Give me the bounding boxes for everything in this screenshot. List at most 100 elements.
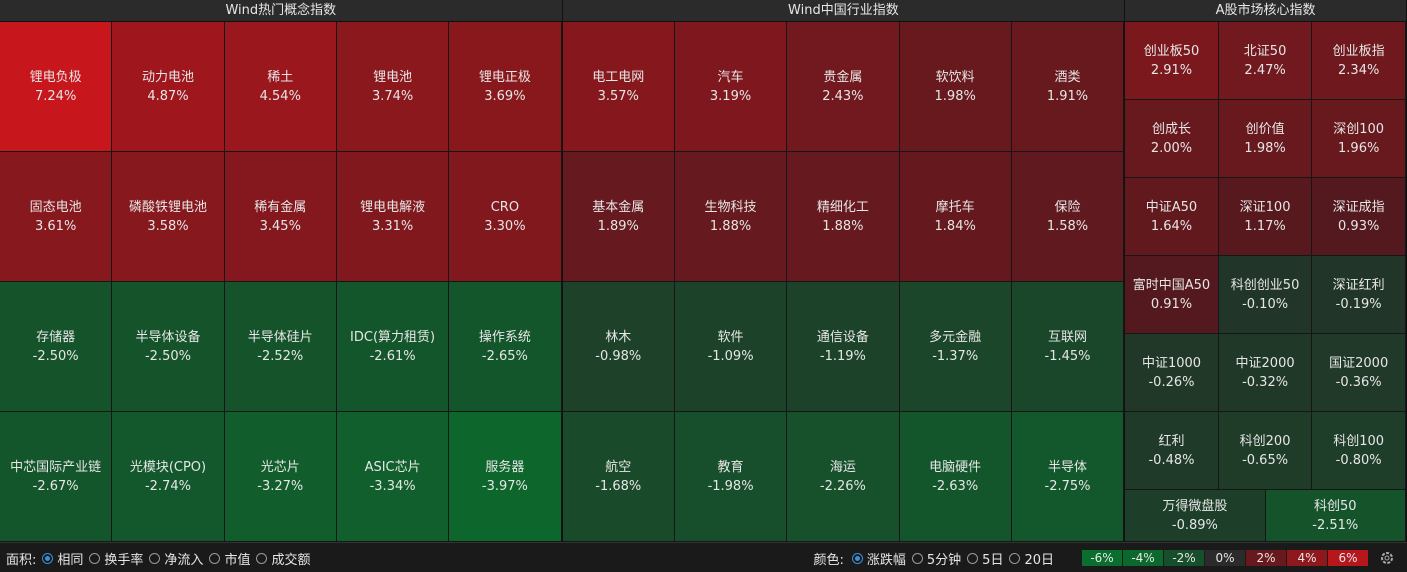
area-option[interactable]: 市值 — [209, 549, 250, 568]
heat-cell[interactable]: 稀土 4.54% — [224, 22, 337, 152]
heat-cell[interactable]: 半导体硅片 -2.52% — [224, 282, 337, 412]
heat-cell[interactable]: 半导体 -2.75% — [1011, 412, 1125, 542]
heat-cell[interactable]: 深证100 1.17% — [1218, 178, 1313, 256]
heat-cell[interactable]: 电脑硬件 -2.63% — [899, 412, 1012, 542]
cell-change: 3.31% — [371, 218, 414, 234]
heat-cell[interactable]: 科创200 -0.65% — [1218, 412, 1313, 490]
heat-cell[interactable]: 贵金属 2.43% — [787, 22, 900, 152]
heat-cell[interactable]: 软件 -1.09% — [674, 282, 788, 412]
heat-cell[interactable]: 锂电正极 3.69% — [449, 22, 562, 152]
heat-cell[interactable]: 中证1000 -0.26% — [1125, 334, 1219, 412]
area-option[interactable]: 相同 — [42, 549, 83, 568]
cell-name: 深证100 — [1239, 199, 1291, 215]
cell-name: 锂电电解液 — [360, 199, 426, 215]
heat-cell[interactable]: 电工电网 3.57% — [562, 22, 675, 152]
radio-button[interactable] — [149, 552, 161, 564]
heat-cell[interactable]: 动力电池 4.87% — [112, 22, 225, 152]
heat-cell[interactable]: 磷酸铁锂电池 3.58% — [112, 152, 225, 282]
cell-change: 3.69% — [484, 88, 526, 104]
cell-name: 万得微盘股 — [1162, 498, 1228, 514]
heat-cell[interactable]: 深证成指 0.93% — [1312, 178, 1406, 256]
area-option[interactable]: 净流入 — [149, 549, 203, 568]
heat-cell[interactable]: 红利 -0.48% — [1125, 412, 1219, 490]
cell-change: -1.98% — [707, 478, 754, 494]
color-option[interactable]: 5日 — [967, 549, 1003, 568]
cell-name: 航空 — [605, 459, 632, 475]
heat-cell[interactable]: 通信设备 -1.19% — [787, 282, 900, 412]
color-option[interactable]: 5分钟 — [911, 549, 961, 568]
heat-cell[interactable]: CRO 3.30% — [449, 152, 562, 282]
cell-change: 1.98% — [1244, 140, 1286, 156]
heat-cell[interactable]: 海运 -2.26% — [787, 412, 900, 542]
heat-cell[interactable]: 航空 -1.68% — [562, 412, 675, 542]
color-option[interactable]: 涨跌幅 — [851, 549, 906, 568]
color-option[interactable]: 20日 — [1009, 549, 1054, 568]
cell-row: 基本金属 1.89% 生物科技 1.88% 精细化工 1.88% 摩托车 1.84% 保险 1.5… — [562, 152, 1125, 282]
heat-cell[interactable]: 多元金融 -1.37% — [899, 282, 1012, 412]
heat-cell[interactable]: 锂电电解液 3.31% — [336, 152, 450, 282]
heat-cell[interactable]: 锂电池 3.74% — [336, 22, 450, 152]
heat-cell[interactable]: 基本金属 1.89% — [562, 152, 675, 282]
heat-cell[interactable]: 稀有金属 3.45% — [224, 152, 337, 282]
heat-cell[interactable]: 创成长 2.00% — [1125, 100, 1219, 178]
heat-cell[interactable]: 林木 -0.98% — [562, 282, 675, 412]
heat-cell[interactable]: 教育 -1.98% — [674, 412, 788, 542]
heat-cell[interactable]: 国证2000 -0.36% — [1312, 334, 1406, 412]
cell-change: -2.51% — [1312, 517, 1359, 533]
heat-cell[interactable]: 光芯片 -3.27% — [224, 412, 337, 542]
radio-button[interactable] — [209, 552, 221, 564]
area-option[interactable]: 成交额 — [256, 549, 310, 568]
cell-name: 海运 — [829, 459, 856, 475]
heat-cell[interactable]: 汽车 3.19% — [674, 22, 788, 152]
cell-name: 通信设备 — [816, 329, 869, 345]
cell-name: 保险 — [1054, 199, 1081, 215]
heat-cell[interactable]: 精细化工 1.88% — [787, 152, 900, 282]
radio-button[interactable] — [42, 552, 54, 564]
heat-cell[interactable]: 科创创业50 -0.10% — [1218, 256, 1313, 334]
heat-cell[interactable]: 摩托车 1.84% — [899, 152, 1012, 282]
area-option[interactable]: 换手率 — [89, 549, 143, 568]
heat-cell[interactable]: 酒类 1.91% — [1011, 22, 1125, 152]
radio-button[interactable] — [967, 552, 979, 564]
heat-cell[interactable]: IDC(算力租赁) -2.61% — [336, 282, 450, 412]
heat-cell[interactable]: 固态电池 3.61% — [0, 152, 113, 282]
heat-cell[interactable]: 科创50 -2.51% — [1265, 490, 1406, 542]
cell-change: -2.26% — [819, 478, 866, 494]
legend-swatch: 6% — [1328, 550, 1368, 566]
cell-name: 基本金属 — [592, 199, 645, 215]
heat-cell[interactable]: 服务器 -3.97% — [449, 412, 562, 542]
heat-cell[interactable]: 创价值 1.98% — [1218, 100, 1313, 178]
radio-button[interactable] — [256, 552, 268, 564]
heat-cell[interactable]: 万得微盘股 -0.89% — [1125, 490, 1266, 542]
heat-cell[interactable]: 中证A50 1.64% — [1125, 178, 1219, 256]
heat-cell[interactable]: 深创100 1.96% — [1312, 100, 1406, 178]
cell-change: 1.64% — [1150, 218, 1193, 234]
cell-name: 电工电网 — [592, 69, 645, 85]
heat-cell[interactable]: 生物科技 1.88% — [674, 152, 788, 282]
cell-name: 深证成指 — [1332, 199, 1385, 215]
heat-cell[interactable]: 创业板50 2.91% — [1125, 22, 1219, 100]
heat-cell[interactable]: 互联网 -1.45% — [1011, 282, 1125, 412]
heat-cell[interactable]: ASIC芯片 -3.34% — [336, 412, 450, 542]
heat-cell[interactable]: 操作系统 -2.65% — [449, 282, 562, 412]
heat-cell[interactable]: 富时中国A50 0.91% — [1125, 256, 1219, 334]
cell-change: 1.58% — [1046, 218, 1089, 234]
radio-button[interactable] — [1009, 552, 1021, 564]
heat-cell[interactable]: 光模块(CPO) -2.74% — [112, 412, 225, 542]
settings-icon[interactable] — [1379, 550, 1395, 566]
heat-cell[interactable]: 科创100 -0.80% — [1312, 412, 1406, 490]
heat-cell[interactable]: 存储器 -2.50% — [0, 282, 113, 412]
heat-cell[interactable]: 中芯国际产业链 -2.67% — [0, 412, 113, 542]
heat-cell[interactable]: 中证2000 -0.32% — [1218, 334, 1313, 412]
heat-cell[interactable]: 保险 1.58% — [1011, 152, 1125, 282]
radio-button[interactable] — [911, 552, 923, 564]
heat-cell[interactable]: 深证红利 -0.19% — [1312, 256, 1406, 334]
radio-button[interactable] — [89, 552, 101, 564]
heat-cell[interactable]: 北证50 2.47% — [1218, 22, 1313, 100]
heat-cell[interactable]: 创业板指 2.34% — [1312, 22, 1406, 100]
heat-cell[interactable]: 软饮料 1.98% — [899, 22, 1012, 152]
heat-cell[interactable]: 半导体设备 -2.50% — [112, 282, 225, 412]
radio-button[interactable] — [851, 552, 863, 564]
heat-cell[interactable]: 锂电负极 7.24% — [0, 22, 113, 152]
